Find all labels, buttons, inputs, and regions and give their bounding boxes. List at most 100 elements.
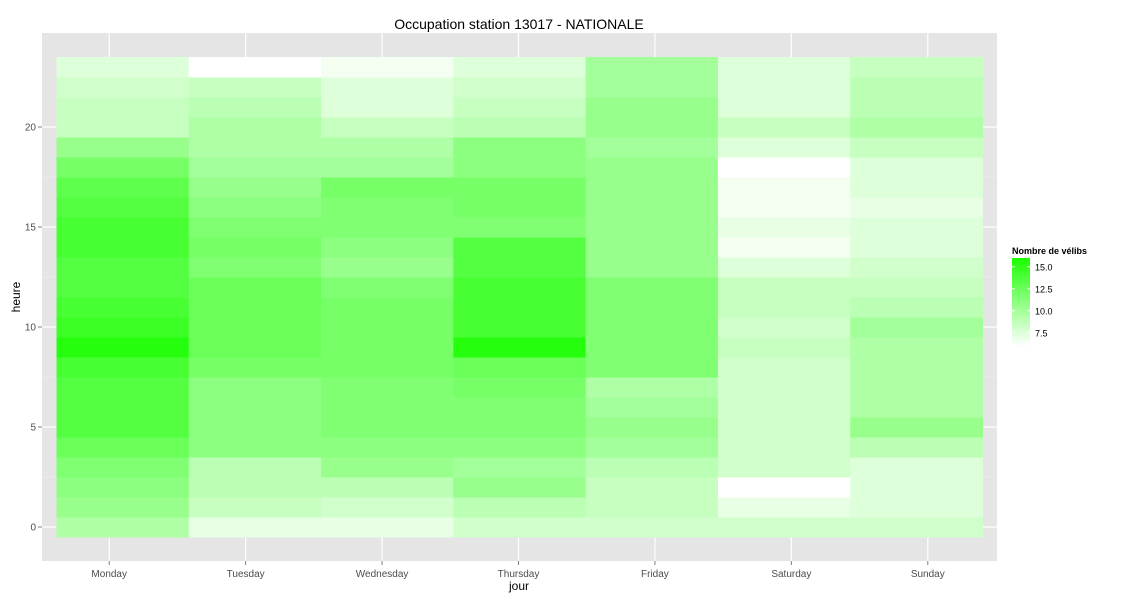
heatmap-tile	[717, 517, 851, 538]
heatmap-tile	[717, 437, 851, 458]
heatmap-tile	[453, 377, 587, 398]
heatmap-tile	[56, 357, 190, 378]
heatmap-tile	[56, 457, 190, 478]
heatmap-tile	[321, 157, 454, 178]
heatmap-tile	[56, 297, 190, 318]
heatmap-tile	[56, 397, 190, 418]
heatmap-tile	[850, 157, 983, 178]
heatmap-tile	[850, 457, 983, 478]
heatmap-tile	[585, 477, 719, 498]
heatmap-tile	[717, 457, 851, 478]
heatmap-tile	[188, 57, 322, 78]
heatmap-tile	[850, 197, 983, 218]
heatmap-tile	[585, 317, 719, 338]
heatmap-tile	[188, 217, 322, 238]
y-tick-label: 20	[25, 123, 37, 134]
y-tick-label: 15	[25, 223, 37, 234]
heatmap-tile	[453, 177, 587, 198]
heatmap-tile	[453, 517, 587, 538]
heatmap-tile	[453, 137, 587, 158]
heatmap-tile	[585, 57, 719, 78]
heatmap-tile	[717, 417, 851, 438]
heatmap-tile	[56, 497, 190, 518]
x-tick-label: Wednesday	[356, 569, 409, 580]
heatmap-tile	[717, 297, 851, 318]
heatmap-tile	[850, 337, 983, 358]
heatmap-tile	[717, 197, 851, 218]
heatmap-tile	[717, 157, 851, 178]
heatmap-tile	[850, 217, 983, 238]
legend-title: Nombre de vélibs	[1012, 246, 1087, 256]
heatmap-tile	[585, 457, 719, 478]
heatmap-tile	[585, 517, 719, 538]
y-tick-label: 5	[30, 423, 36, 434]
heatmap-tile	[850, 357, 983, 378]
heatmap-tile	[850, 117, 983, 138]
heatmap-tile	[850, 477, 983, 498]
heatmap-tile	[321, 477, 454, 498]
x-tick-label: Friday	[641, 569, 669, 580]
heatmap-tile	[585, 377, 719, 398]
heatmap-tile	[56, 377, 190, 398]
heatmap-tile	[850, 177, 983, 198]
heatmap-tile	[585, 297, 719, 318]
heatmap-tile	[717, 57, 851, 78]
heatmap-tile	[453, 497, 587, 518]
heatmap-tile	[188, 117, 322, 138]
heatmap-tile	[188, 237, 322, 258]
heatmap-tile	[188, 277, 322, 298]
heatmap-tile	[321, 217, 454, 238]
heatmap-tile	[321, 277, 454, 298]
heatmap-tile	[453, 77, 587, 98]
legend-tick-label: 12.5	[1035, 284, 1053, 294]
heatmap-tile	[717, 97, 851, 118]
heatmap-tile	[850, 257, 983, 278]
heatmap-tile	[188, 517, 322, 538]
heatmap-tile	[321, 457, 454, 478]
heatmap-tile	[453, 57, 587, 78]
heatmap-tile	[321, 57, 454, 78]
heatmap-tile	[188, 457, 322, 478]
heatmap-tile	[585, 417, 719, 438]
heatmap-tile	[453, 117, 587, 138]
heatmap-tile	[717, 77, 851, 98]
heatmap-tile	[850, 97, 983, 118]
y-tick-label: 0	[30, 523, 36, 534]
heatmap-tile	[585, 497, 719, 518]
heatmap-tile	[188, 377, 322, 398]
heatmap-tile	[453, 157, 587, 178]
heatmap-tile	[717, 117, 851, 138]
legend-tick-label: 10.0	[1035, 306, 1053, 316]
heatmap-tile	[56, 317, 190, 338]
heatmap-tile	[585, 157, 719, 178]
heatmap-tile	[453, 397, 587, 418]
heatmap-tile	[717, 257, 851, 278]
heatmap-tile	[56, 337, 190, 358]
heatmap-tile	[453, 437, 587, 458]
heatmap-tile	[188, 477, 322, 498]
heatmap-tile	[321, 357, 454, 378]
heatmap-tile	[850, 317, 983, 338]
heatmap-tile	[453, 197, 587, 218]
heatmap-tile	[585, 397, 719, 418]
heatmap-tile	[321, 437, 454, 458]
heatmap-tile	[56, 417, 190, 438]
heatmap-tile	[56, 437, 190, 458]
heatmap-tile	[321, 97, 454, 118]
heatmap-tile	[585, 137, 719, 158]
heatmap-tile	[453, 337, 587, 358]
heatmap-tile	[188, 357, 322, 378]
heatmap-tile	[717, 357, 851, 378]
heatmap-tile	[850, 277, 983, 298]
heatmap-tile	[453, 257, 587, 278]
heatmap-tile	[453, 477, 587, 498]
y-axis-label: heure	[9, 281, 23, 312]
heatmap-tile	[321, 237, 454, 258]
heatmap-tile	[321, 377, 454, 398]
x-axis-label: jour	[508, 579, 529, 593]
heatmap-tile	[321, 497, 454, 518]
heatmap-tile	[188, 497, 322, 518]
heatmap-tile	[585, 237, 719, 258]
heatmap-tile	[56, 97, 190, 118]
